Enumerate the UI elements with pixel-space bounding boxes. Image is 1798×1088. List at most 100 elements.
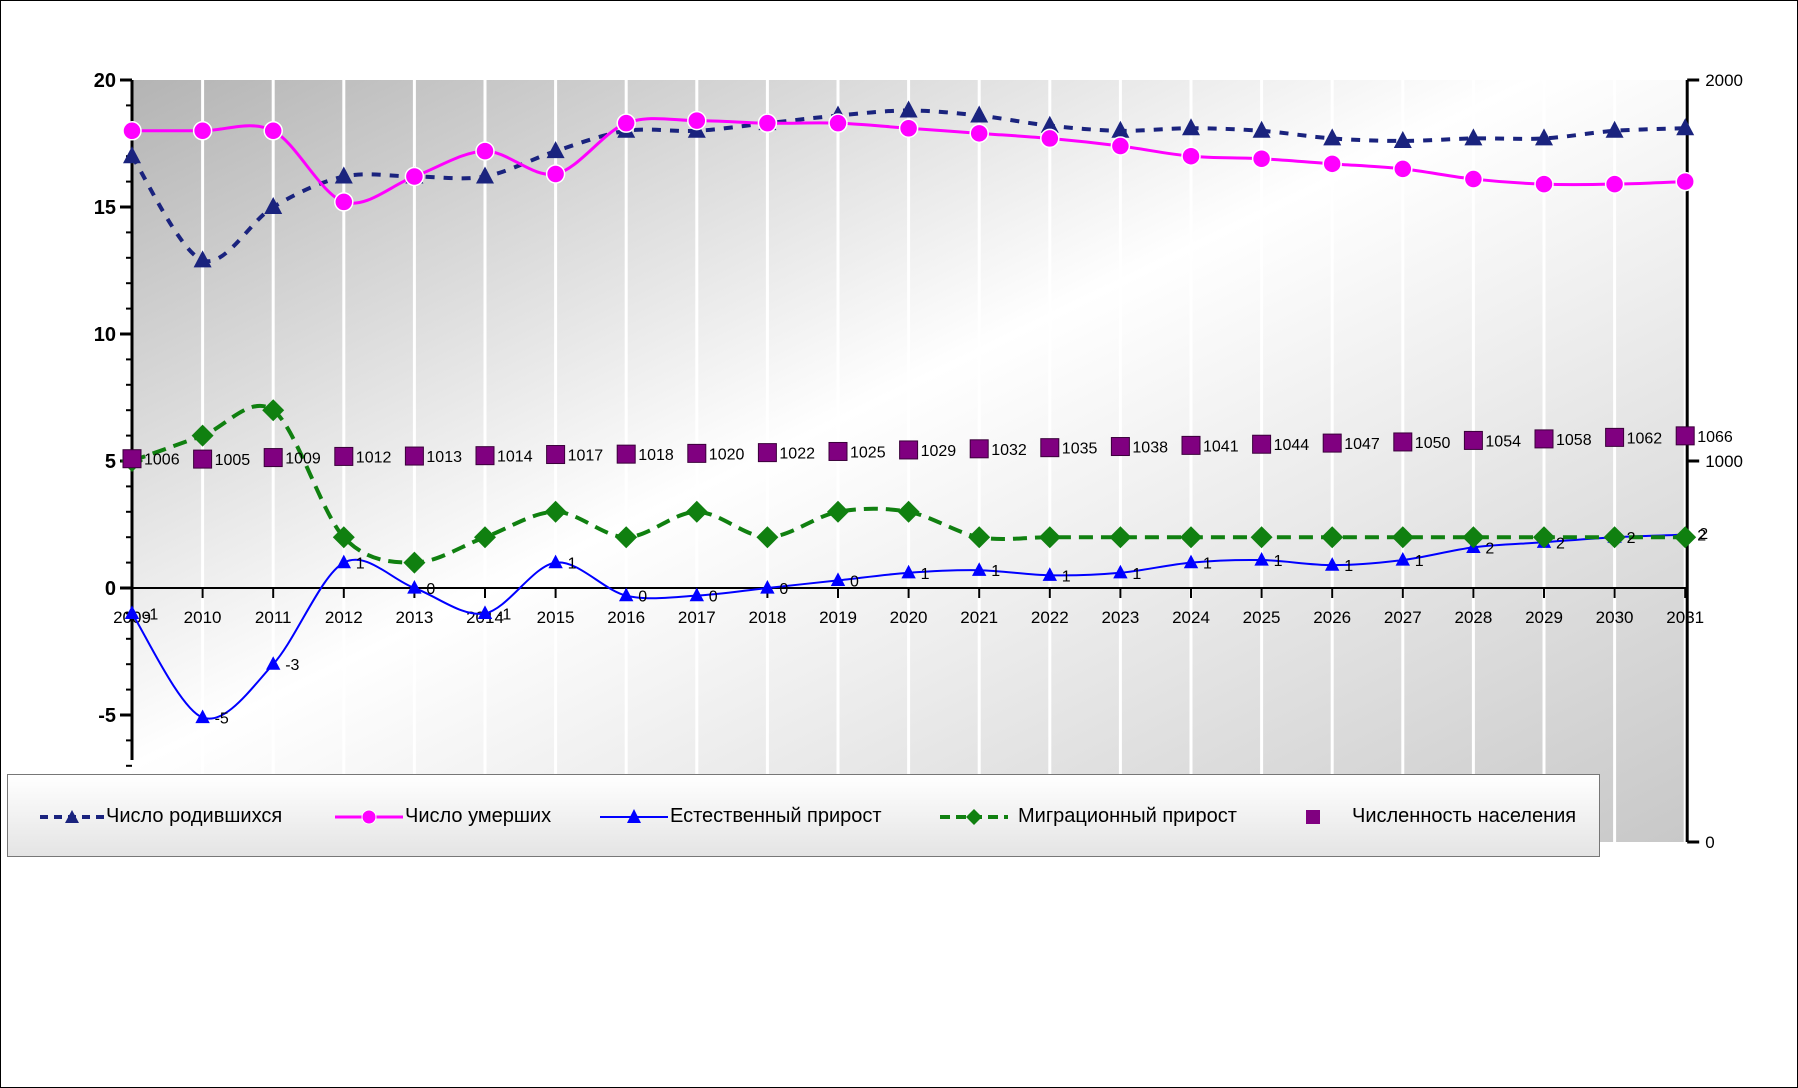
series-0-point [1605, 120, 1624, 138]
series-2-point [336, 554, 351, 569]
series-4-data-label: 1054 [1485, 433, 1521, 450]
series-0-point [1393, 130, 1412, 148]
series-0-point [546, 141, 565, 159]
series-2-data-label: -3 [285, 657, 299, 674]
x-axis-tick-label: 2027 [1384, 608, 1422, 627]
legend-swatch-triangle-solid [600, 808, 668, 823]
series-2-point [266, 656, 281, 670]
series-3-point [1533, 526, 1555, 549]
series-3-point [1109, 526, 1132, 549]
series-4-data-label: 1041 [1203, 438, 1239, 455]
legend-item-deaths: Число умерших [333, 775, 551, 858]
series-0-point [476, 166, 494, 184]
series-4-point [263, 448, 283, 468]
x-axis-tick-label: 2018 [748, 608, 786, 627]
series-0-point [1252, 120, 1271, 138]
series-4-point [969, 439, 989, 459]
series-2-point [1325, 557, 1340, 571]
left-axis-tick-label: 10 [94, 324, 116, 346]
series-4-data-label: 1006 [144, 452, 180, 469]
series-1-point [1393, 159, 1413, 179]
x-axis-tick-label: 2016 [607, 608, 645, 627]
x-axis-tick-label: 2025 [1243, 608, 1281, 627]
series-2-point [195, 709, 210, 724]
series-4-data-label: 1018 [638, 447, 674, 464]
series-1-point [1604, 174, 1625, 194]
legend-swatch-circle [335, 809, 403, 824]
x-axis-tick-label: 2020 [890, 608, 928, 627]
series-4-data-label: 1005 [215, 452, 251, 469]
series-2-point [760, 580, 775, 594]
series-3-point [897, 500, 920, 523]
legend-item-migration: Миграционный прирост [938, 775, 1237, 858]
x-axis-tick-label: 2019 [819, 608, 857, 627]
series-2-data-label: 2 [1556, 535, 1565, 552]
legend-item-births: Число родившихся [38, 775, 282, 858]
legend-label-births: Число родившихся [106, 805, 283, 827]
series-4-point [1675, 426, 1695, 446]
series-3-point [1603, 526, 1626, 549]
series-2-point [1254, 552, 1269, 566]
series-3-point [615, 526, 638, 549]
series-0-point [193, 250, 212, 268]
series-4-data-label: 1009 [285, 451, 321, 468]
series-0-point [123, 146, 141, 164]
series-2-point [689, 587, 704, 602]
series-2-data-label: 2 [1627, 530, 1636, 547]
series-2-point [1183, 554, 1199, 569]
legend-label-deaths: Число умерших [405, 805, 552, 827]
series-2-point [619, 587, 634, 602]
legend-label-natural-growth: Естественный прирост [670, 805, 882, 827]
series-1-point [1675, 171, 1695, 192]
series-1-point [1322, 154, 1342, 174]
series-1-point [616, 113, 636, 133]
x-axis-tick-label: 2010 [184, 608, 222, 627]
series-4-data-label: 1035 [1062, 441, 1098, 458]
series-2-data-label: -5 [215, 711, 229, 728]
series-1-point [1181, 146, 1201, 166]
series-4-point [404, 446, 424, 466]
x-axis-tick-label: 2023 [1101, 608, 1139, 627]
series-2-data-label: 1 [356, 556, 365, 573]
series-4-data-label: 1047 [1344, 436, 1380, 453]
series-2-data-label: 2 [1697, 528, 1706, 545]
series-4-data-label: 1032 [991, 442, 1027, 459]
series-4-data-label: 1025 [850, 444, 886, 461]
series-2-data-label: 1 [1062, 568, 1071, 585]
series [121, 100, 1697, 724]
series-2-point [407, 580, 422, 594]
series-3-point [474, 526, 496, 549]
series-1-point [969, 123, 989, 144]
series-1-point [1110, 136, 1131, 156]
x-axis-tick-label: 2029 [1525, 608, 1563, 627]
series-2-point [972, 562, 987, 576]
series-1-point [334, 192, 354, 212]
axes: 20151050-5200010000200920102011201220132… [94, 70, 1743, 852]
series-4-data-label: 1062 [1627, 430, 1663, 447]
x-axis-tick-label: 2013 [395, 608, 433, 627]
series-2-point [477, 605, 493, 619]
series-1-point [828, 113, 848, 133]
series-2-point [830, 572, 846, 586]
series-4-point [1605, 427, 1625, 447]
series-4-point [757, 443, 777, 463]
series-0-point [970, 105, 989, 123]
legend-swatch-square [1306, 809, 1320, 824]
series-3-point [191, 424, 214, 447]
series-4-data-label: 1050 [1415, 435, 1451, 452]
series-3-point [1038, 526, 1061, 549]
series-1-point [1534, 174, 1554, 194]
series-4-data-label: 1013 [426, 449, 462, 466]
series-3-point [827, 500, 849, 523]
left-axis-tick-label: 5 [105, 451, 116, 473]
series-4-data-label: 1020 [709, 446, 745, 463]
left-axis-tick-label: -5 [98, 705, 116, 727]
series-0-point [1676, 118, 1695, 136]
series-2-data-label: 1 [1132, 566, 1141, 583]
series-1-point [687, 110, 707, 131]
series-3-point [262, 399, 285, 422]
series-4-point [122, 449, 142, 469]
series-4-point [1463, 430, 1483, 450]
right-axis-tick-label: 2000 [1705, 71, 1743, 90]
